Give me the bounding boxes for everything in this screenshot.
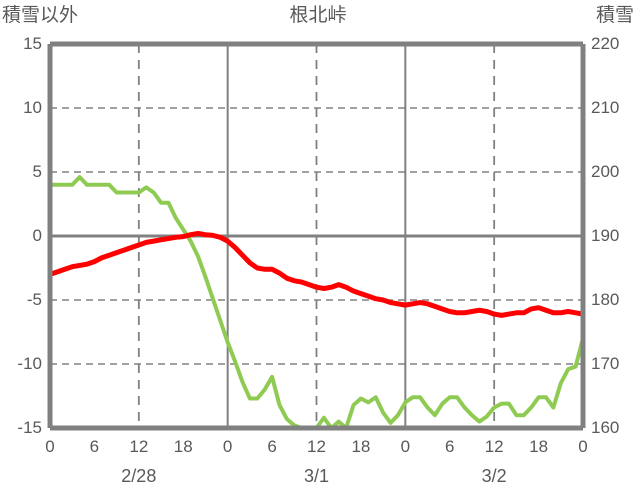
x-tick-48: 0 [400,437,411,456]
chart-title: 根北峠 [289,5,347,26]
x-tick-6: 6 [89,437,100,456]
x-tick-72: 0 [578,437,588,456]
right-tick-190: 190 [591,226,620,245]
left-tick-neg10: -10 [17,354,42,373]
right-tick-170: 170 [591,354,620,373]
left-tick-10: 10 [23,98,42,117]
x-tick-24: 0 [222,437,233,456]
x-tick-42: 18 [351,437,371,456]
x-tick-0: 0 [45,437,55,456]
date-label-2-28: 2/28 [121,466,157,486]
left-tick-neg5: -5 [26,290,42,309]
series-red [49,230,584,318]
x-tick-18: 18 [173,437,193,456]
gridlines [50,44,583,428]
date-label-3-1: 3/1 [303,466,330,486]
x-tick-12: 12 [129,437,149,456]
left-tick-0: 0 [32,226,42,245]
left-tick-15: 15 [23,34,42,53]
date-label-3-2: 3/2 [481,466,507,486]
left-axis-title: 積雪以外 [2,5,79,26]
right-tick-200: 200 [591,162,620,181]
x-tick-60: 12 [484,437,504,456]
right-axis-title: 積雪 [595,5,634,26]
axis-frame [47,41,586,431]
x-tick-66: 18 [529,437,549,456]
x-tick-36: 12 [307,437,326,456]
left-tick-neg15: -15 [17,418,42,437]
x-tick-30: 6 [267,437,277,456]
right-tick-160: 160 [591,418,620,437]
right-tick-180: 180 [591,290,620,309]
right-tick-210: 210 [591,98,620,117]
x-tick-54: 6 [445,437,455,456]
right-tick-220: 220 [591,34,620,53]
left-tick-5: 5 [32,162,42,181]
